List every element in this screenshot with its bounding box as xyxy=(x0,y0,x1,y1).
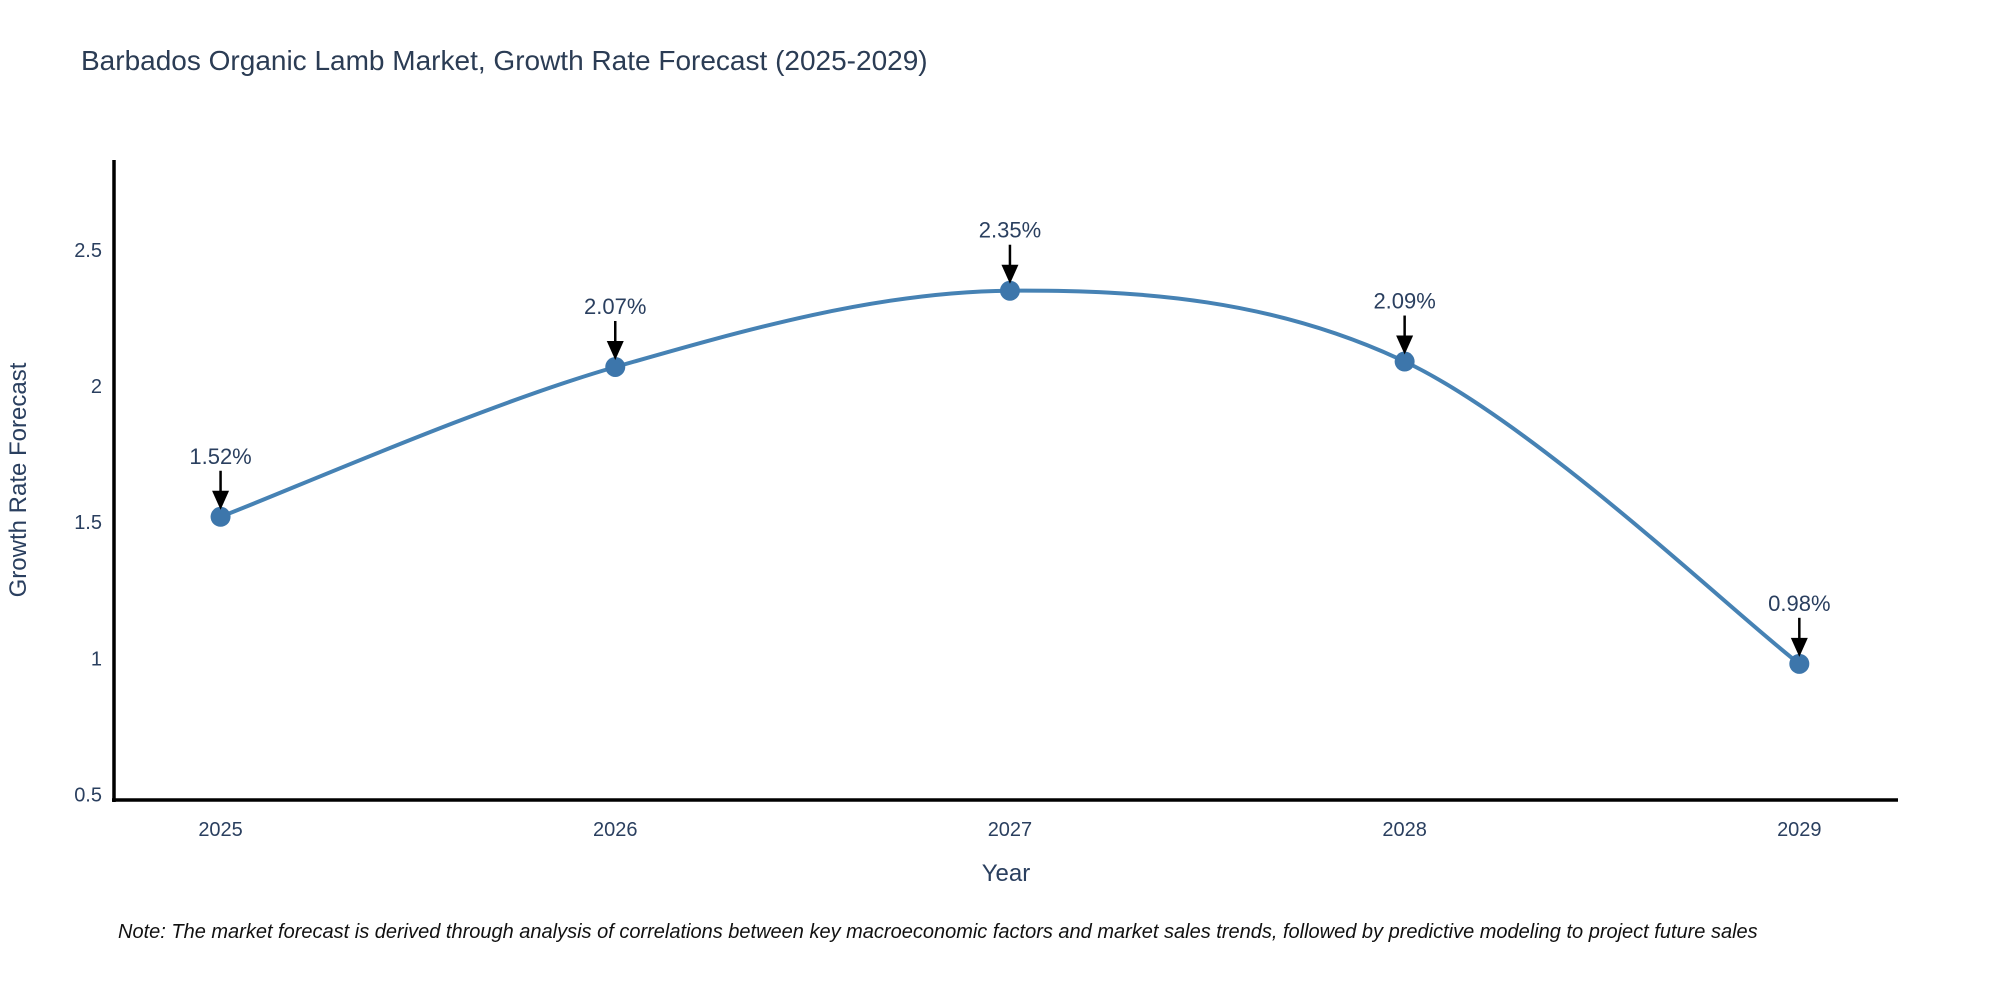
annotation-arrowhead xyxy=(606,340,624,360)
data-point-marker xyxy=(605,356,626,377)
y-tick-label: 0.5 xyxy=(74,785,102,807)
y-tick-label: 2 xyxy=(91,376,102,398)
data-point-marker xyxy=(1789,653,1810,674)
data-point-marker xyxy=(999,280,1020,301)
annotation-arrowhead xyxy=(1396,335,1414,355)
data-point-label: 2.09% xyxy=(1373,289,1435,314)
annotation-arrowhead xyxy=(1001,264,1019,284)
chart-title: Barbados Organic Lamb Market, Growth Rat… xyxy=(81,45,928,76)
data-point-label: 2.07% xyxy=(584,294,646,319)
data-point-marker xyxy=(210,506,231,527)
x-tick-label: 2029 xyxy=(1777,819,1822,841)
x-tick-label: 2027 xyxy=(988,819,1033,841)
y-axis-title: Growth Rate Forecast xyxy=(5,362,32,597)
y-tick-label: 1 xyxy=(91,648,102,670)
y-tick-label: 2.5 xyxy=(74,240,102,262)
x-tick-label: 2028 xyxy=(1382,819,1427,841)
data-point-label: 1.52% xyxy=(189,444,251,469)
data-point-label: 0.98% xyxy=(1768,591,1830,616)
x-axis-title: Year xyxy=(982,860,1031,887)
data-point-marker xyxy=(1394,351,1415,372)
annotation-arrowhead xyxy=(212,490,230,510)
annotation-arrowhead xyxy=(1790,637,1808,657)
data-point-label: 2.35% xyxy=(979,218,1041,243)
x-tick-label: 2025 xyxy=(198,819,243,841)
trend-line xyxy=(218,288,1802,666)
x-tick-label: 2026 xyxy=(593,819,638,841)
y-tick-label: 1.5 xyxy=(74,512,102,534)
footnote: Note: The market forecast is derived thr… xyxy=(118,921,1758,943)
